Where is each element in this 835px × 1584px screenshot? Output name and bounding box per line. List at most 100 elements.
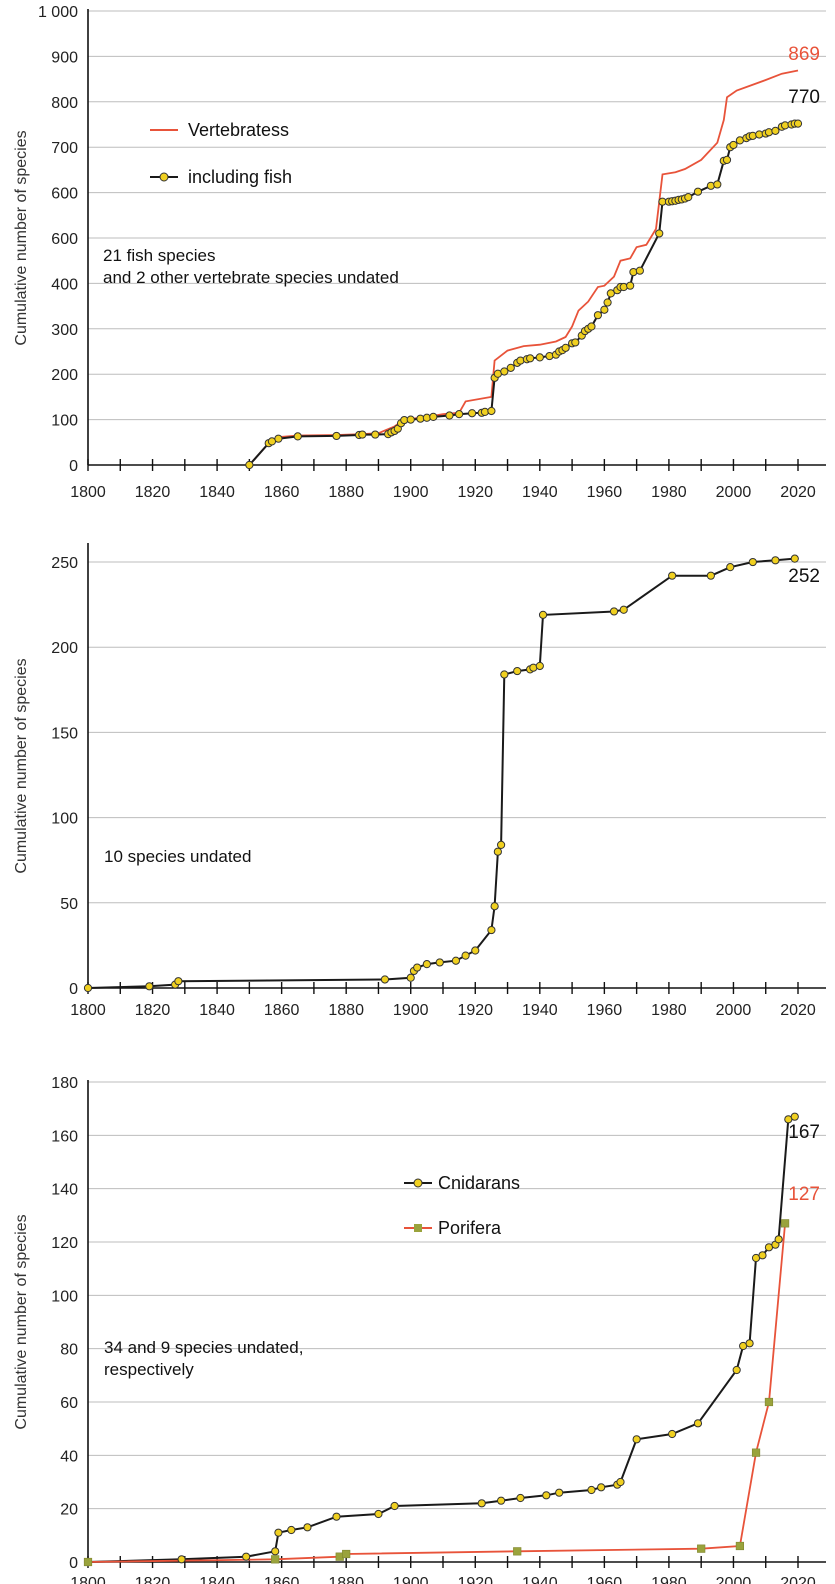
y-tick-label: 20 [60,1502,78,1519]
x-tick-label: 1960 [587,484,623,501]
data-point [487,406,496,416]
data-point [371,430,380,439]
legend-label: Cnidarans [438,1173,520,1193]
data-point [561,343,570,352]
y-tick-label: 140 [51,1182,78,1199]
data-point [726,563,735,572]
x-tick-label: 1980 [651,484,687,501]
data-point [697,1544,706,1553]
legend-panel-3: Cnidarans Porifera [404,1173,520,1238]
annotation-text: 21 fish species [103,246,215,265]
data-point [245,460,254,470]
y-tick-label: 0 [69,1555,78,1572]
data-point [668,571,677,580]
data-point [271,1547,280,1556]
data-point [177,1555,186,1564]
data-point [668,1429,677,1439]
data-point [790,554,799,563]
data-point [342,1549,351,1559]
series-line [248,122,798,466]
annotation-text: 34 and 9 species undated, [104,1338,303,1357]
data-point [83,983,93,993]
data-point [735,1541,745,1551]
legend-label: Porifera [438,1218,502,1238]
annotation-panel-3: 34 and 9 species undated, respectively [104,1338,303,1379]
y-tick-label: 40 [60,1448,78,1465]
y-tick-label: 80 [60,1342,78,1359]
y-tick-label: 100 [51,811,78,828]
y-tick-label: 300 [51,322,78,339]
data-point [271,1555,280,1564]
y-tick-label: 180 [51,1075,78,1092]
end-value-label: 252 [788,566,820,587]
data-point [626,281,635,290]
data-point [496,1496,506,1505]
x-tick-label: 2020 [780,1002,816,1019]
end-value-label: 869 [788,44,820,65]
data-point [629,267,638,277]
data-point [603,298,612,307]
data-point [490,902,499,911]
data-point [706,181,715,190]
y-tick-label: 900 [51,49,78,66]
data-point [751,1448,761,1457]
data-point [293,432,302,441]
x-tick-label: 1940 [522,1575,558,1584]
legend-label: including fish [188,167,292,187]
y-tick-label: 600 [51,186,78,203]
annotation-panel-2: 10 species undated [104,847,251,866]
x-tick-label: 2000 [716,484,752,501]
series-line [87,1223,786,1563]
chart-panel-1: 0 100 200 300 400 600 600 700 800 900 1 000 1800 182… [13,4,826,501]
data-point [496,840,506,849]
end-value-label: 770 [788,87,820,108]
y-tick-label: 250 [51,555,78,572]
x-tick-label: 1900 [393,1575,429,1584]
data-point [606,289,615,298]
data-point [774,1235,783,1244]
x-tick-label: 1940 [522,484,558,501]
y-axis-title: Cumulative number of species [13,658,30,873]
annotation-text: and 2 other vertebrate species undated [103,268,399,287]
data-point [593,311,603,320]
data-point [467,409,477,418]
x-tick-label: 1820 [135,1575,171,1584]
data-point [619,605,628,614]
data-point [571,338,580,347]
data-point [732,1365,741,1375]
data-point [435,958,444,967]
data-point [83,1557,93,1567]
data-point [516,1493,525,1503]
data-point [332,431,341,441]
x-tick-label: 1960 [587,1575,623,1584]
data-point [390,1501,399,1511]
data-point [545,351,554,361]
y-tick-label: 400 [51,276,78,293]
data-point [764,1397,774,1407]
y-axis-title: Cumulative number of species [13,1214,30,1429]
data-point [535,353,544,362]
data-point [303,1523,312,1532]
legend-marker-circle [159,172,169,182]
data-point [500,670,509,679]
chart-panel-3: 0 20 40 60 80 100 120 140 160 180 1800 1820 1840 1860… [13,1075,826,1584]
y-tick-label: 0 [69,458,78,475]
y-tick-label: 800 [51,95,78,112]
data-point [693,187,703,196]
data-point [555,1488,564,1497]
data-point [358,430,367,439]
y-axis-title: Cumulative number of species [13,130,30,345]
data-point [461,951,470,960]
data-point [597,1483,606,1492]
data-point [380,975,390,984]
data-point [422,960,431,969]
legend-panel-1: Vertebratess including fish [150,120,292,187]
end-value-label: 167 [788,1122,820,1143]
x-tick-label: 1940 [522,1002,558,1019]
x-tick-label: 1860 [264,1575,300,1584]
data-point [487,925,496,935]
data-point [793,119,803,128]
data-point [722,155,732,165]
legend-label: Vertebratess [188,120,289,140]
